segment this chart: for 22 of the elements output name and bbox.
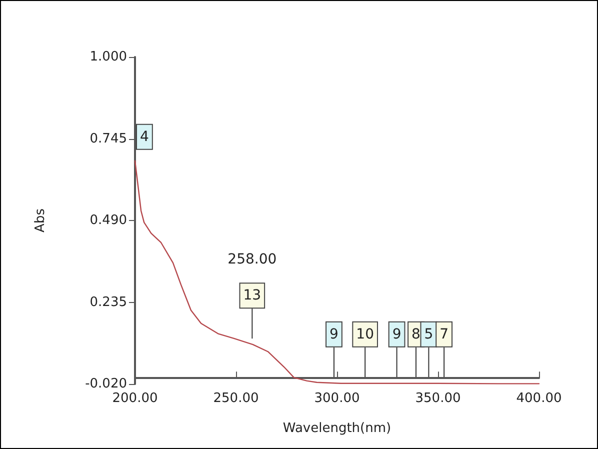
x-tick-label: 250.00 xyxy=(213,391,259,406)
y-tick-label: 0.235 xyxy=(90,294,127,310)
x-tick-label: 300.00 xyxy=(314,391,360,406)
annotation: 7 xyxy=(440,326,449,342)
y-axis-title: Abs xyxy=(33,208,48,232)
annotation: 8 xyxy=(412,326,420,342)
annotation: 4 xyxy=(140,128,149,145)
x-tick-label: 200.00 xyxy=(112,391,158,406)
annotation: 10 xyxy=(356,326,374,342)
x-tick-label: 350.00 xyxy=(415,391,461,406)
x-axis-title: Wavelength(nm) xyxy=(282,421,392,436)
annotation: 9 xyxy=(330,326,338,342)
y-tick-label: 0.490 xyxy=(90,213,127,228)
annotation: 13 xyxy=(243,288,262,304)
annotation: 9 xyxy=(392,326,402,342)
annotation: 5 xyxy=(424,326,434,342)
line-series xyxy=(134,160,540,384)
annotation: 258.00 xyxy=(228,252,277,268)
y-tick-label: 0.745 xyxy=(90,131,127,146)
x-tick-label: 400.00 xyxy=(516,391,562,406)
y-tick-label: -0.020 xyxy=(85,376,127,392)
y-tick-label: 1.000 xyxy=(90,50,127,64)
